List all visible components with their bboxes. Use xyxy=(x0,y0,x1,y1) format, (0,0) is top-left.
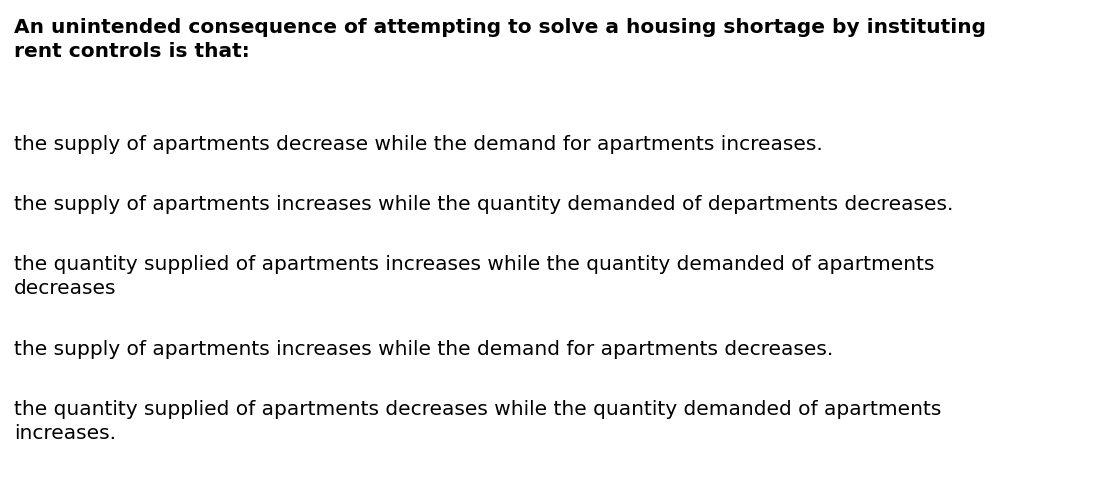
Text: the supply of apartments increases while the quantity demanded of departments de: the supply of apartments increases while… xyxy=(14,195,954,213)
Text: the quantity supplied of apartments increases while the quantity demanded of apa: the quantity supplied of apartments incr… xyxy=(14,255,935,298)
Text: the quantity supplied of apartments decreases while the quantity demanded of apa: the quantity supplied of apartments decr… xyxy=(14,399,942,442)
Text: the supply of apartments decrease while the demand for apartments increases.: the supply of apartments decrease while … xyxy=(14,135,823,154)
Text: the supply of apartments increases while the demand for apartments decreases.: the supply of apartments increases while… xyxy=(14,339,834,358)
Text: An unintended consequence of attempting to solve a housing shortage by instituti: An unintended consequence of attempting … xyxy=(14,18,986,61)
